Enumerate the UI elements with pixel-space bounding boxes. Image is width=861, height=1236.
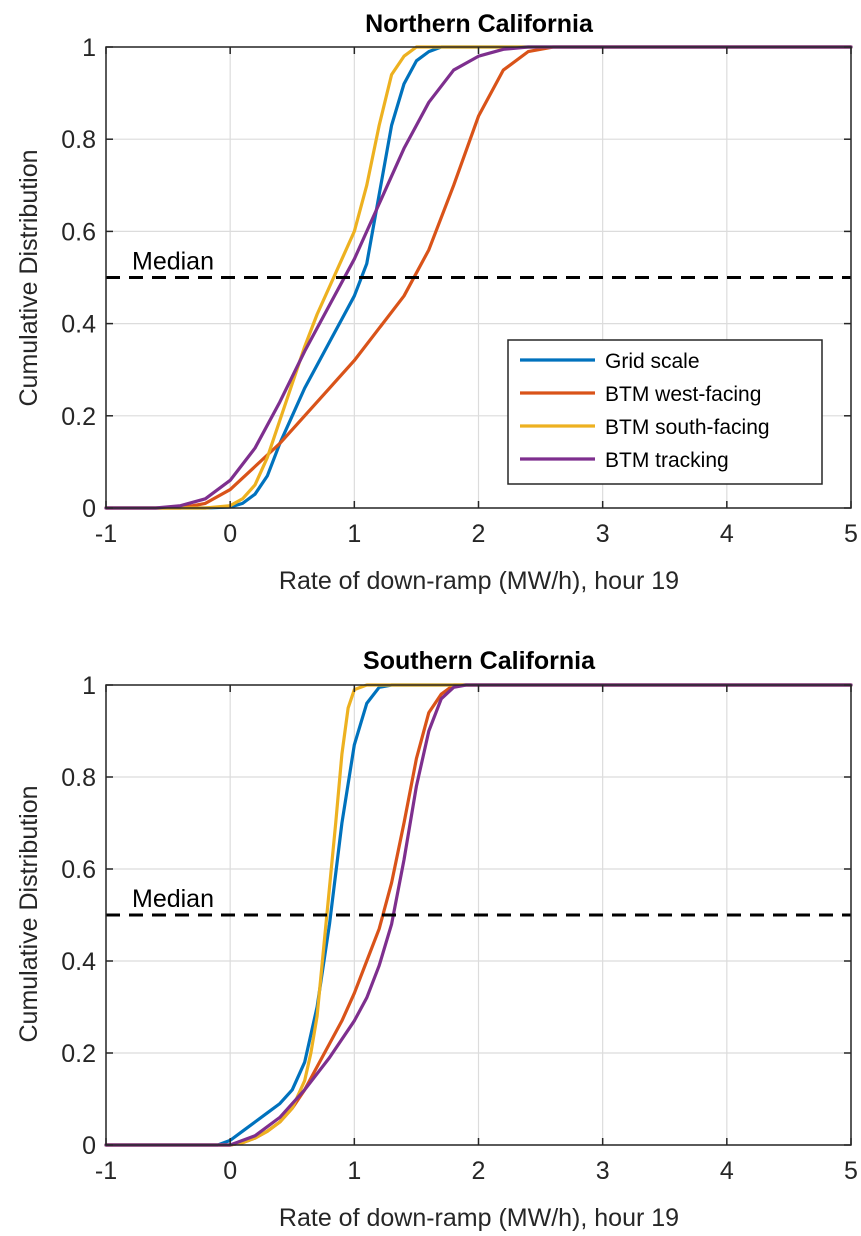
y-tick-label: 0.4 <box>61 311 96 339</box>
y-axis-label: Cumulative Distribution <box>15 785 43 1042</box>
x-tick-label: 0 <box>223 1157 237 1185</box>
y-tick-label: 0.2 <box>61 1040 96 1068</box>
chart-title: Southern California <box>363 647 596 675</box>
series-line-btm-west-facing <box>104 45 853 510</box>
series-line-grid-scale <box>104 45 853 510</box>
x-tick-label: 2 <box>472 1157 486 1185</box>
x-tick-label: 5 <box>844 1157 858 1185</box>
chart-title: Northern California <box>365 10 594 38</box>
y-axis-label: Cumulative Distribution <box>15 149 43 406</box>
x-tick-label: -1 <box>95 1157 117 1185</box>
median-label: Median <box>132 885 214 913</box>
y-tick-label: 0.8 <box>61 126 96 154</box>
x-tick-label: 3 <box>596 520 610 548</box>
x-tick-label: 3 <box>596 1157 610 1185</box>
y-tick-label: 0.8 <box>61 764 96 792</box>
legend-label: BTM tracking <box>605 449 729 472</box>
x-tick-label: 4 <box>720 1157 734 1185</box>
x-tick-label: 4 <box>720 520 734 548</box>
legend-label: Grid scale <box>605 350 700 373</box>
y-tick-label: 1 <box>82 34 96 62</box>
y-tick-label: 0.2 <box>61 403 96 431</box>
y-tick-label: 0.6 <box>61 856 96 884</box>
series-line-btm-south-facing <box>104 683 853 1147</box>
x-tick-label: 0 <box>223 520 237 548</box>
y-tick-label: 0 <box>82 495 96 523</box>
series-line-btm-tracking <box>104 683 853 1147</box>
y-tick-label: 0.4 <box>61 948 96 976</box>
x-tick-label: -1 <box>95 520 117 548</box>
median-label: Median <box>132 248 214 276</box>
x-tick-label: 5 <box>844 520 858 548</box>
y-tick-label: 0 <box>82 1132 96 1160</box>
x-tick-label: 1 <box>347 1157 361 1185</box>
legend-label: BTM west-facing <box>605 383 761 406</box>
x-tick-label: 1 <box>347 520 361 548</box>
series-line-btm-south-facing <box>104 45 853 510</box>
x-axis-label: Rate of down-ramp (MW/h), hour 19 <box>279 1204 679 1232</box>
series-line-grid-scale <box>104 683 853 1147</box>
y-tick-label: 1 <box>82 672 96 700</box>
y-tick-label: 0.6 <box>61 218 96 246</box>
legend-label: BTM south-facing <box>605 416 770 439</box>
northern-california-plot: Northern California Median -1 0 1 2 3 4 500.20… <box>15 10 858 595</box>
x-tick-label: 2 <box>472 520 486 548</box>
southern-california-plot: Southern California Median -1 0 1 2 3 4 500.20… <box>15 647 858 1232</box>
x-axis-label: Rate of down-ramp (MW/h), hour 19 <box>279 567 679 595</box>
